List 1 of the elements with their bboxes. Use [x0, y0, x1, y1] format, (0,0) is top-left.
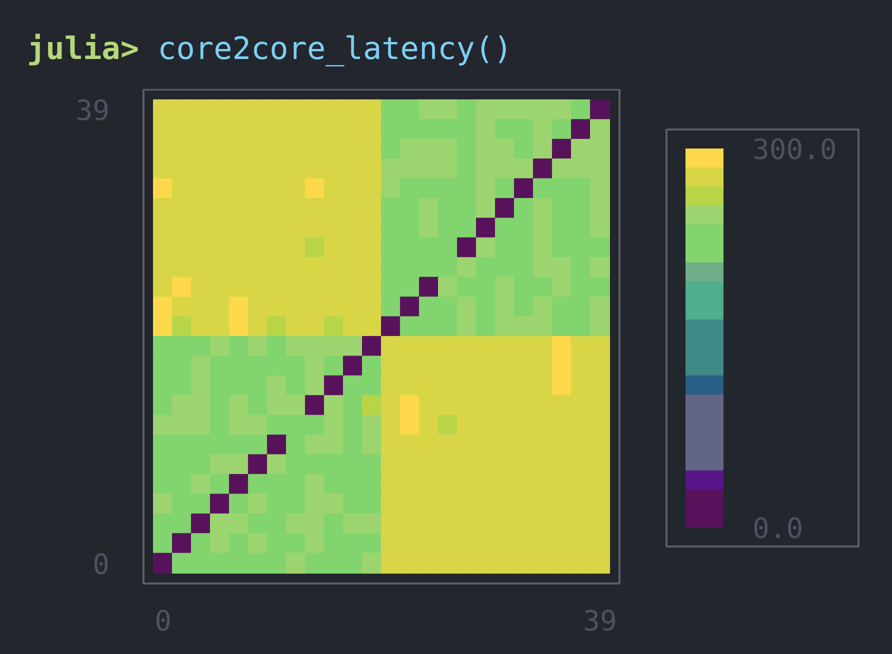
chart-title: julia> core2core_latency()	[27, 31, 512, 67]
